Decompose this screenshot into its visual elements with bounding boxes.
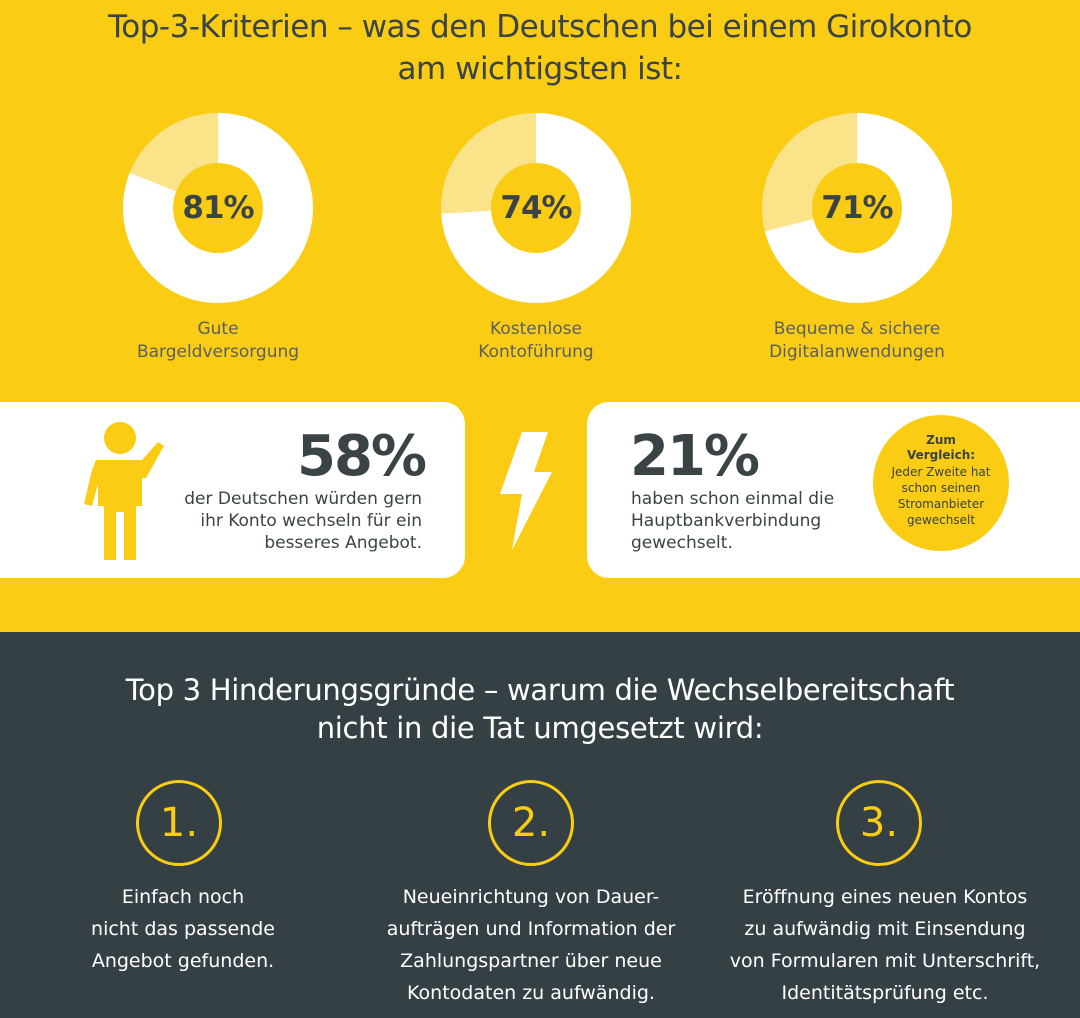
- comparison-title-line2: Vergleich:: [906, 448, 976, 462]
- donut-3-label-line1: Bequeme & sichere: [773, 319, 941, 339]
- lightning-icon: [500, 432, 552, 550]
- reason-3-number: 3.: [836, 780, 922, 866]
- donut-1-label-line2: Bargeldversorgung: [136, 342, 300, 362]
- stat-right-line3: gewechselt.: [631, 533, 733, 553]
- page-title: Top-3-Kriterien – was den Deutschen bei …: [0, 6, 1080, 90]
- obstacles-title-line2: nicht in die Tat umgesetzt wird:: [316, 711, 764, 745]
- page-title-line2: am wichtigsten ist:: [397, 51, 683, 87]
- donut-2-label: Kostenlose Kontoführung: [386, 318, 686, 364]
- reason-1-number: 1.: [136, 780, 222, 866]
- donut-3-value: 71%: [821, 190, 893, 226]
- stat-right-line2: Hauptbankverbindung: [631, 511, 822, 531]
- reason-2-line3: Zahlungspartner über neue: [400, 950, 662, 972]
- stat-right-value: 21%: [630, 424, 760, 489]
- stat-right-line1: haben schon einmal die: [631, 489, 835, 509]
- reason-1-line2: nicht das passende: [91, 918, 275, 940]
- donut-2-label-line2: Kontoführung: [478, 342, 594, 362]
- reason-2-text: Neueinrichtung von Dauer- aufträgen und …: [366, 881, 696, 1009]
- comparison-line2: schon seinen: [901, 481, 981, 495]
- donut-chart-1: 81%: [123, 113, 313, 303]
- stat-left-line3: besseres Angebot.: [264, 533, 422, 553]
- donut-chart-2: 74%: [441, 113, 631, 303]
- donut-2-value: 74%: [500, 190, 572, 226]
- donut-1-label-line1: Gute: [197, 319, 239, 339]
- donut-1-label: Gute Bargeldversorgung: [68, 318, 368, 364]
- stat-left-line1: der Deutschen würden gern: [184, 489, 422, 509]
- comparison-circle: [873, 415, 1009, 551]
- obstacles-title-line1: Top 3 Hinderungsgründe – warum die Wechs…: [125, 673, 955, 707]
- stat-right-text: haben schon einmal die Hauptbankverbindu…: [631, 488, 861, 554]
- reason-3-line1: Eröffnung eines neuen Kontos: [742, 886, 1028, 908]
- donut-chart-3-svg: [762, 113, 952, 303]
- obstacles-title: Top 3 Hinderungsgründe – warum die Wechs…: [0, 671, 1080, 747]
- page-title-line1: Top-3-Kriterien – was den Deutschen bei …: [108, 9, 972, 45]
- donut-1-value: 81%: [182, 190, 254, 226]
- reason-3-line3: von Formularen mit Unterschrift,: [729, 950, 1041, 972]
- reason-1-line3: Angebot gefunden.: [91, 950, 275, 972]
- comparison-title: Zum Vergleich:: [873, 433, 1009, 463]
- stat-left-line2: ihr Konto wechseln für ein: [200, 511, 422, 531]
- comparison-line4: gewechselt: [906, 513, 976, 527]
- donut-chart-2-svg: [441, 113, 631, 303]
- donut-chart-3: 71%: [762, 113, 952, 303]
- comparison-line3: Stromanbieter: [897, 497, 985, 511]
- donut-2-value-arc: [441, 113, 631, 303]
- donut-1-value-arc: [123, 113, 313, 303]
- person-waving-icon: [84, 422, 164, 560]
- comparison-title-line1: Zum: [926, 433, 956, 447]
- donut-3-label: Bequeme & sichere Digitalanwendungen: [707, 318, 1007, 364]
- donut-chart-1-svg: [123, 113, 313, 303]
- reason-2-line4: Kontodaten zu aufwändig.: [407, 982, 655, 1004]
- reason-1-text: Einfach noch nicht das passende Angebot …: [18, 881, 348, 977]
- reason-3-line4: Identitätsprüfung etc.: [781, 982, 989, 1004]
- reason-2-number: 2.: [488, 780, 574, 866]
- donut-2-label-line1: Kostenlose: [490, 319, 582, 339]
- reason-2-line2: aufträgen und Information der: [386, 918, 676, 940]
- stat-card-left: [0, 402, 465, 578]
- donut-3-label-line2: Digitalanwendungen: [769, 342, 945, 362]
- stat-left-value: 58%: [297, 424, 427, 489]
- comparison-text: Jeder Zweite hat schon seinen Stromanbie…: [873, 464, 1009, 528]
- reason-1-line1: Einfach noch: [121, 886, 245, 908]
- stat-left-text: der Deutschen würden gern ihr Konto wech…: [160, 488, 422, 554]
- donut-3-value-arc: [762, 113, 952, 303]
- reason-3-line2: zu aufwändig mit Einsendung: [744, 918, 1026, 940]
- reason-2-line1: Neueinrichtung von Dauer-: [402, 886, 660, 908]
- comparison-line1: Jeder Zweite hat: [891, 465, 991, 479]
- reason-3-text: Eröffnung eines neuen Kontos zu aufwändi…: [715, 881, 1055, 1009]
